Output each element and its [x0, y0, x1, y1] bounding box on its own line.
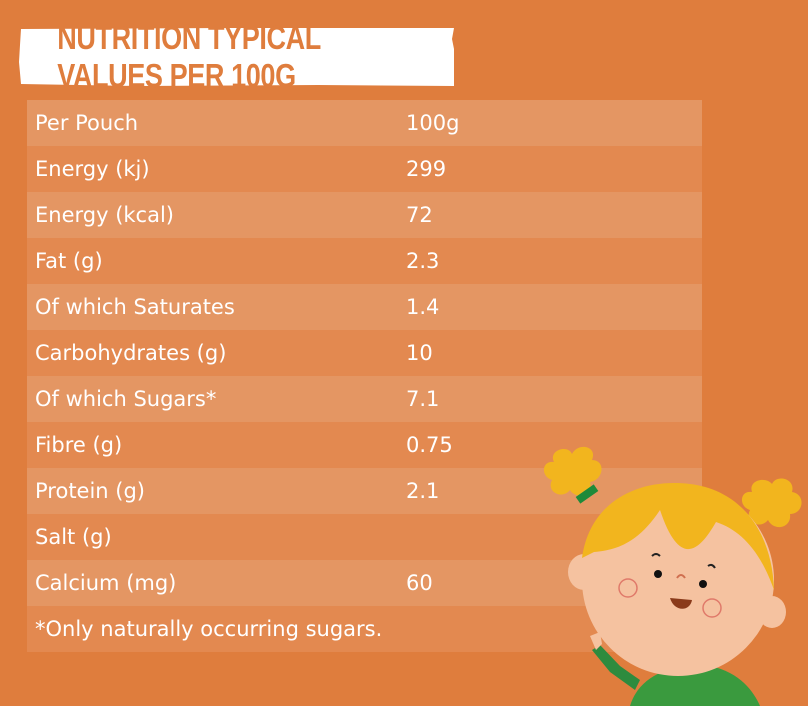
row-value: 299	[406, 157, 447, 181]
row-label: Calcium (mg)	[35, 571, 177, 595]
row-value: 100g	[406, 111, 460, 135]
footnote-text: *Only naturally occurring sugars.	[35, 617, 383, 641]
row-label: Salt (g)	[35, 525, 112, 549]
table-row: Of which Saturates 1.4	[27, 284, 702, 330]
girl-illustration	[543, 446, 802, 706]
left-eye-icon	[654, 570, 662, 578]
torn-paper-banner-shape	[19, 28, 454, 86]
table-row: Fat (g) 2.3	[27, 238, 702, 284]
nutrition-table: Per Pouch 100g Energy (kj) 299 Energy (k…	[27, 100, 702, 652]
mouth-icon	[670, 598, 692, 609]
right-cheek-icon	[702, 598, 722, 618]
left-cheek-icon	[618, 578, 638, 598]
row-value: 1.4	[406, 295, 440, 319]
footnote-row: *Only naturally occurring sugars.	[27, 606, 702, 652]
row-value: 2.3	[406, 249, 440, 273]
hair-icon	[582, 483, 774, 590]
title-banner	[18, 27, 454, 87]
arm-icon	[590, 632, 640, 690]
table-row: Of which Sugars* 7.1	[27, 376, 702, 422]
right-eye-icon	[699, 580, 707, 588]
row-label: Of which Sugars*	[35, 387, 217, 411]
row-value: 72	[406, 203, 433, 227]
nose-icon	[676, 574, 686, 579]
row-value: 10	[406, 341, 433, 365]
left-pigtail-icon	[543, 446, 602, 504]
row-value: 2.1	[406, 479, 440, 503]
table-row: Fibre (g) 0.75	[27, 422, 702, 468]
row-value: 0.75	[406, 433, 453, 457]
table-row: Carbohydrates (g) 10	[27, 330, 702, 376]
row-label: Of which Saturates	[35, 295, 235, 319]
row-label: Protein (g)	[35, 479, 146, 503]
row-value: 7.1	[406, 387, 440, 411]
table-row: Per Pouch 100g	[27, 100, 702, 146]
row-label: Fibre (g)	[35, 433, 123, 457]
page-title: NUTRITION TYPICAL VALUES PER 100G	[57, 19, 321, 94]
row-label: Fat (g)	[35, 249, 103, 273]
row-label: Carbohydrates (g)	[35, 341, 227, 365]
table-row: Energy (kj) 299	[27, 146, 702, 192]
row-label: Per Pouch	[35, 111, 139, 135]
row-label: Energy (kcal)	[35, 203, 174, 227]
shirt-icon	[630, 665, 760, 706]
table-row: Energy (kcal) 72	[27, 192, 702, 238]
row-value: 60	[406, 571, 433, 595]
row-label: Energy (kj)	[35, 157, 150, 181]
